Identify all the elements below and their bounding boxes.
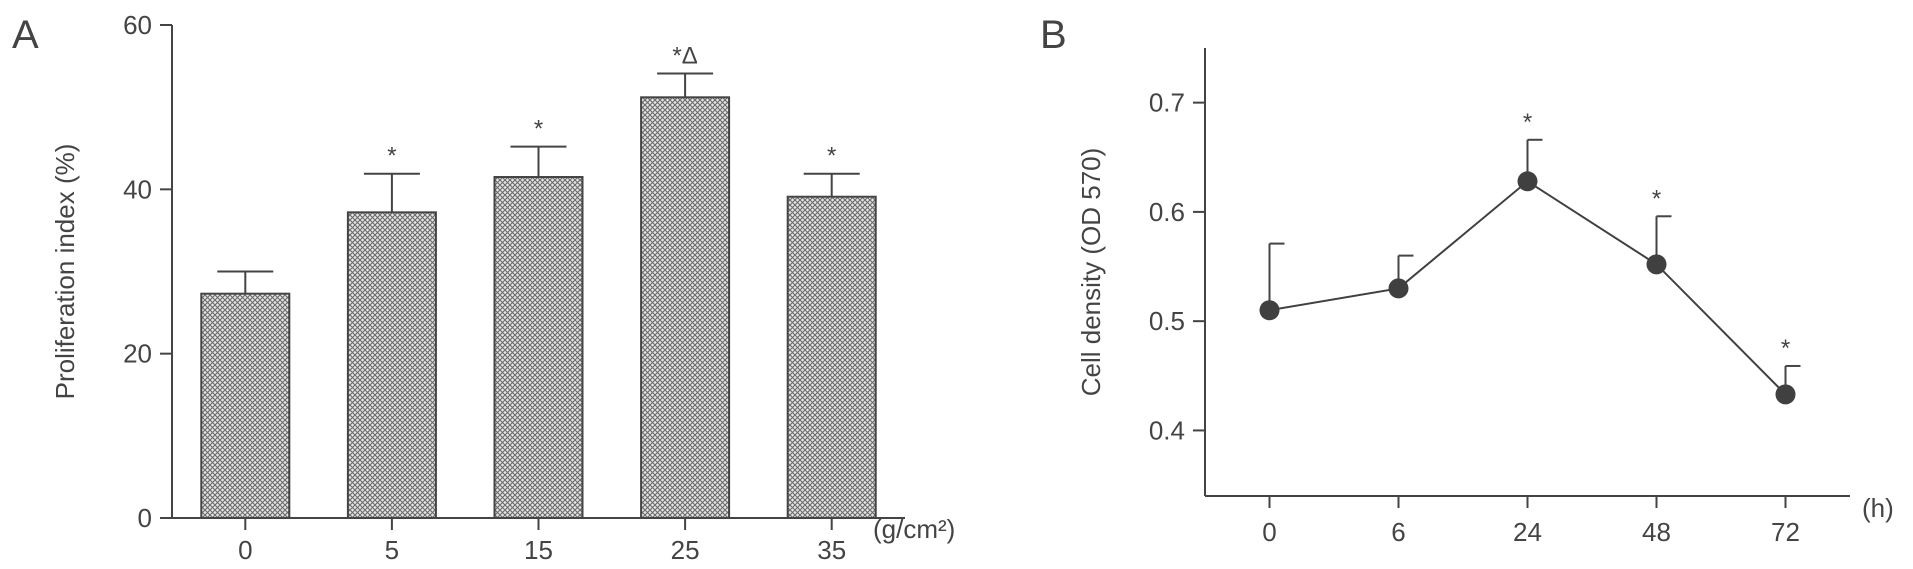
panel-b-data-point (1646, 254, 1667, 275)
panel-a-bars: * * *Δ * (200, 42, 877, 519)
panel-a-bar-chart: A Proliferation index (%) (g/cm²) 020406… (12, 10, 955, 565)
panel-b-y-tick-label: 0.6 (1149, 197, 1185, 227)
panel-a-x-tick-label: 5 (385, 535, 399, 565)
panel-b-significance-label: * (1523, 109, 1532, 136)
panel-b-line-chart: B Cell density (OD 570) (h) 0.4 0.5 0.6 0.7… (1040, 13, 1894, 547)
panel-a-y-axis-label: Proliferation index (%) (50, 144, 80, 400)
panel-b-ticks: 0.4 0.5 0.6 0.7 0 6 24 48 72 (1149, 88, 1800, 547)
panel-b-significance-label: * (1781, 335, 1790, 362)
panel-a-ticks: 0 20 40 60 0 5 15 25 35 (123, 10, 846, 565)
panel-a-x-tick-label: 15 (524, 535, 553, 565)
panel-b-x-tick-label: 24 (1513, 517, 1542, 547)
panel-a-y-tick-label: 20 (123, 339, 152, 369)
panel-b-label: B (1040, 13, 1067, 57)
panel-a-bar (346, 211, 437, 519)
panel-a-significance-label: * (534, 116, 543, 143)
panel-b-series-line (1269, 180, 1787, 396)
panel-b-data-point (1259, 300, 1280, 321)
panel-b-x-unit-label: (h) (1862, 493, 1894, 523)
panel-b-data-point (1517, 171, 1538, 192)
panel-b-x-tick-label: 0 (1262, 517, 1276, 547)
panel-b-y-axis-label: Cell density (OD 570) (1076, 148, 1106, 397)
panel-a-y-tick-label: 60 (123, 10, 152, 40)
panel-b-series: * * * (1259, 109, 1801, 405)
panel-b-y-tick-label: 0.4 (1149, 415, 1185, 445)
panel-a-x-tick-label: 0 (238, 535, 252, 565)
panel-b-x-tick-label: 6 (1391, 517, 1405, 547)
panel-a-x-tick-label: 25 (671, 535, 700, 565)
panel-a-bar (493, 176, 584, 519)
panel-a-significance-label: * (827, 143, 836, 170)
panel-b-y-tick-label: 0.5 (1149, 306, 1185, 336)
panel-a-significance-label: * (387, 143, 396, 170)
panel-a-bar (640, 96, 731, 519)
panel-a-significance-label: *Δ (672, 42, 697, 69)
panel-a-bar (786, 195, 877, 519)
panel-a-y-tick-label: 0 (138, 503, 152, 533)
panel-a-bar (200, 292, 291, 519)
panel-a-label: A (12, 13, 39, 57)
panel-b-data-point (1775, 384, 1796, 405)
panel-b-y-tick-label: 0.7 (1149, 88, 1185, 118)
panel-b-x-tick-label: 48 (1642, 517, 1671, 547)
panel-a-y-tick-label: 40 (123, 174, 152, 204)
panel-a-x-tick-label: 35 (817, 535, 846, 565)
panel-b-data-point (1388, 278, 1409, 299)
panel-b-x-tick-label: 72 (1771, 517, 1800, 547)
panel-b-significance-label: * (1652, 185, 1661, 212)
